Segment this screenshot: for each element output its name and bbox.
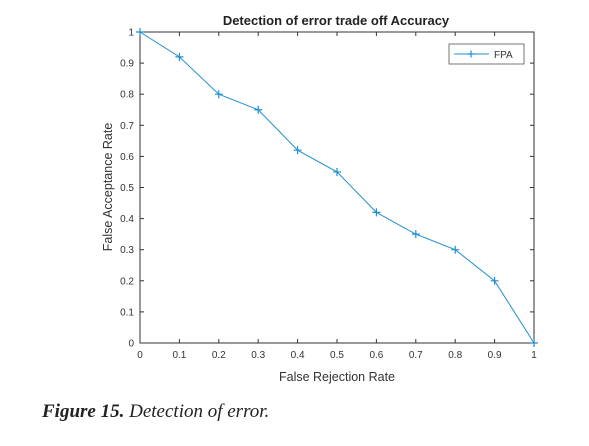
y-tick-label: 0.8 xyxy=(120,90,134,101)
y-tick-label: 0.2 xyxy=(120,276,134,287)
data-point-marker xyxy=(136,28,144,36)
y-tick-label: 0.9 xyxy=(120,59,134,70)
x-tick-label: 0.5 xyxy=(330,350,344,361)
x-tick-label: 0.6 xyxy=(369,350,383,361)
x-tick-label: 0.7 xyxy=(409,350,423,361)
data-point-marker xyxy=(333,167,341,176)
data-point-marker xyxy=(254,105,263,114)
y-tick-label: 0.6 xyxy=(120,152,134,163)
caption-text: Detection of error. xyxy=(124,401,270,422)
series-layer xyxy=(136,28,538,347)
data-point-marker xyxy=(175,52,184,61)
data-point-marker xyxy=(490,276,499,285)
figure-label: Figure 15. xyxy=(42,401,125,422)
legend: FPA xyxy=(448,43,525,65)
data-point-marker xyxy=(293,146,302,155)
y-tick-label: 0.5 xyxy=(120,183,134,194)
data-point-marker xyxy=(451,245,460,254)
x-tick-label: 0.2 xyxy=(212,350,226,361)
axis-ticks: 0 0.1 0.2 0.3 0.4 0.5 0.6 0.7 0.8 0.9 1 0 0.1 0.2 0.3 0… xyxy=(120,28,537,362)
data-point-marker xyxy=(372,208,381,217)
x-tick-label: 1 xyxy=(531,350,537,361)
x-tick-label: 0.9 xyxy=(488,350,502,361)
x-tick-label: 0.8 xyxy=(448,350,462,361)
figure-caption: Figure 15. Detection of error. xyxy=(42,401,269,423)
legend-label: FPA xyxy=(494,50,513,61)
plot-area xyxy=(139,31,535,344)
y-tick-label: 0 xyxy=(128,339,134,350)
y-tick-label: 0.3 xyxy=(120,245,134,256)
y-tick-label: 0.7 xyxy=(120,121,134,132)
x-axis-label: False Rejection Rate xyxy=(279,370,395,384)
data-point-marker xyxy=(214,90,223,99)
x-tick-label: 0.3 xyxy=(251,350,265,361)
y-tick-label: 0.4 xyxy=(120,214,134,225)
y-tick-label: 1 xyxy=(128,28,134,39)
x-tick-label: 0.1 xyxy=(172,350,186,361)
y-tick-label: 0.1 xyxy=(120,307,134,318)
legend-marker xyxy=(467,50,475,58)
chart-title: Detection of error trade off Accuracy xyxy=(223,13,450,28)
x-tick-label: 0 xyxy=(137,350,143,361)
data-point-marker xyxy=(411,230,420,239)
x-tick-label: 0.4 xyxy=(291,350,305,361)
y-axis-label: False Acceptance Rate xyxy=(101,123,115,252)
data-point-marker xyxy=(530,339,538,347)
